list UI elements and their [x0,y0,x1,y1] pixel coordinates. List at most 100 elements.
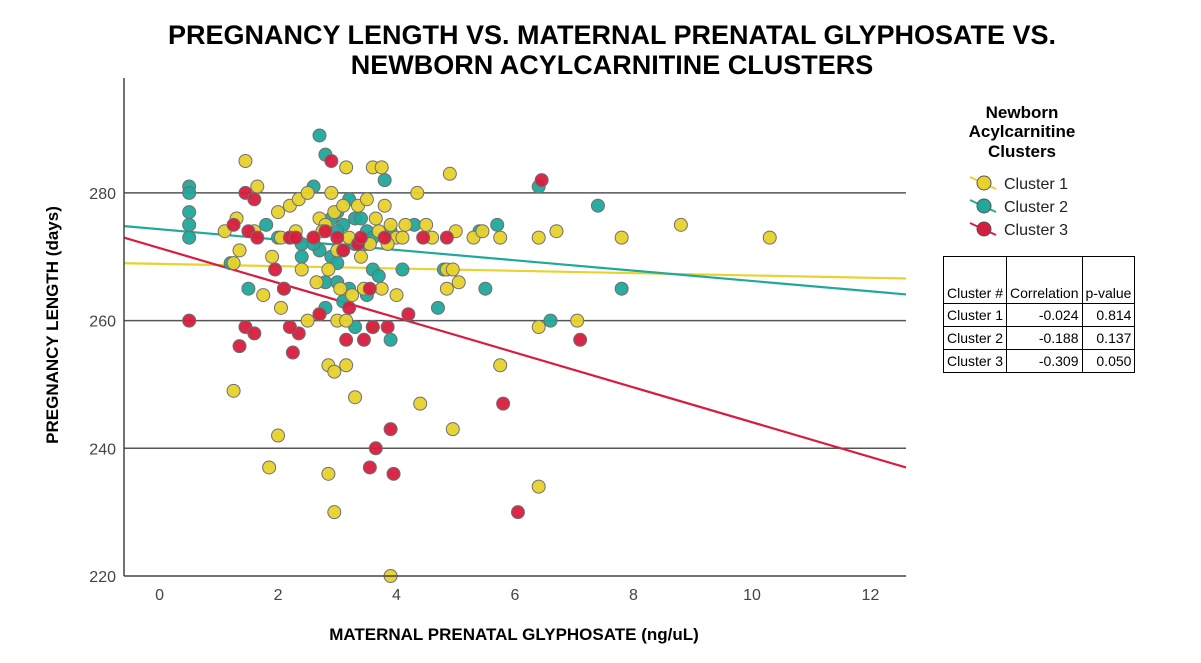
data-point [282,320,297,334]
cell-correlation: -0.309 [1006,349,1083,373]
data-point [226,217,241,232]
data-point [531,320,546,334]
data-point [318,224,333,239]
data-point [336,243,351,258]
x-tick-label: 12 [862,587,880,604]
data-point [339,332,354,347]
data-point [383,422,398,437]
data-point [273,300,288,315]
cell-p-value: 0.050 [1081,349,1136,373]
data-point [232,243,247,258]
x-tick-label: 0 [155,587,164,604]
data-point [377,230,392,245]
data-point [182,230,197,245]
data-point [300,185,315,200]
table-header-row: Cluster # Correlation p-value [942,256,1136,304]
data-point [362,460,377,475]
data-point [478,281,493,296]
data-point [294,249,309,264]
x-tick-label: 2 [274,587,283,604]
data-point [312,128,327,143]
data-point [386,466,401,481]
data-point [445,422,460,437]
cell-cluster-name: Cluster 1 [942,303,1008,327]
data-point [368,211,383,226]
cell-cluster-name: Cluster 3 [942,349,1008,373]
data-point [309,275,324,290]
data-point [475,224,490,239]
data-point [247,192,262,207]
data-point [336,198,351,213]
data-point [377,198,392,213]
data-point [268,262,283,277]
data-point [321,262,336,277]
data-point [232,339,247,354]
data-points [182,128,777,583]
axes [123,78,906,577]
data-point [413,396,428,411]
data-point [614,281,629,296]
data-point [398,217,413,232]
data-point [371,268,386,283]
header-correlation: Correlation [1006,256,1083,304]
x-tick-label: 6 [511,587,520,604]
cell-p-value: 0.137 [1081,326,1136,350]
data-point [395,230,410,245]
data-point [271,428,286,443]
legend-label: Cluster 2 [1004,199,1068,216]
y-axis-title: PREGNANCY LENGTH (days) [43,206,62,444]
data-point [339,160,354,175]
data-point [342,300,357,315]
fit-line [123,236,907,469]
data-point [362,281,377,296]
table-row: Cluster 2 -0.188 0.137 [942,326,1136,350]
data-point [250,179,265,194]
data-point [401,307,416,322]
data-point [259,217,274,232]
legend-title-line-3: Clusters [988,142,1056,161]
data-point [330,230,345,245]
data-point [333,281,348,296]
data-point [182,205,197,220]
data-point [182,313,197,328]
data-point [543,313,558,328]
data-point [374,281,389,296]
data-point [250,230,265,245]
legend-marker-icon [976,198,992,214]
data-point [285,345,300,360]
data-point [300,313,315,328]
data-point [534,173,549,188]
correlation-table: Cluster # Correlation p-value Cluster 1 … [942,256,1136,373]
legend-title-line-2: Acylcarnitine [969,122,1076,141]
data-point [383,332,398,347]
x-tick-label: 8 [629,587,638,604]
data-point [573,332,588,347]
data-point [353,211,368,226]
data-point [439,230,454,245]
x-axis-title: MATERNAL PRENATAL GLYPHOSATE (ng/uL) [329,625,699,644]
data-point [324,185,339,200]
x-tick-label: 4 [392,587,401,604]
data-point [262,460,277,475]
legend-label: Cluster 3 [1004,222,1068,239]
data-point [531,230,546,245]
data-point [271,205,286,220]
data-point [276,281,291,296]
data-point [339,358,354,373]
data-point [238,154,253,168]
data-point [374,160,389,175]
legend: Newborn Acylcarnitine Clusters Cluster 1… [969,103,1076,239]
data-point [226,256,241,271]
y-tick-label: 280 [89,186,116,203]
header-cluster: Cluster # [942,256,1008,304]
data-point [614,230,629,245]
data-point [306,230,321,245]
legend-items: Cluster 1 Cluster 2 Cluster 3 [969,175,1068,239]
data-point [327,505,342,520]
data-point [493,230,508,245]
data-point [353,230,368,245]
data-point [294,262,309,277]
cell-correlation: -0.024 [1006,303,1083,327]
data-point [380,320,395,334]
